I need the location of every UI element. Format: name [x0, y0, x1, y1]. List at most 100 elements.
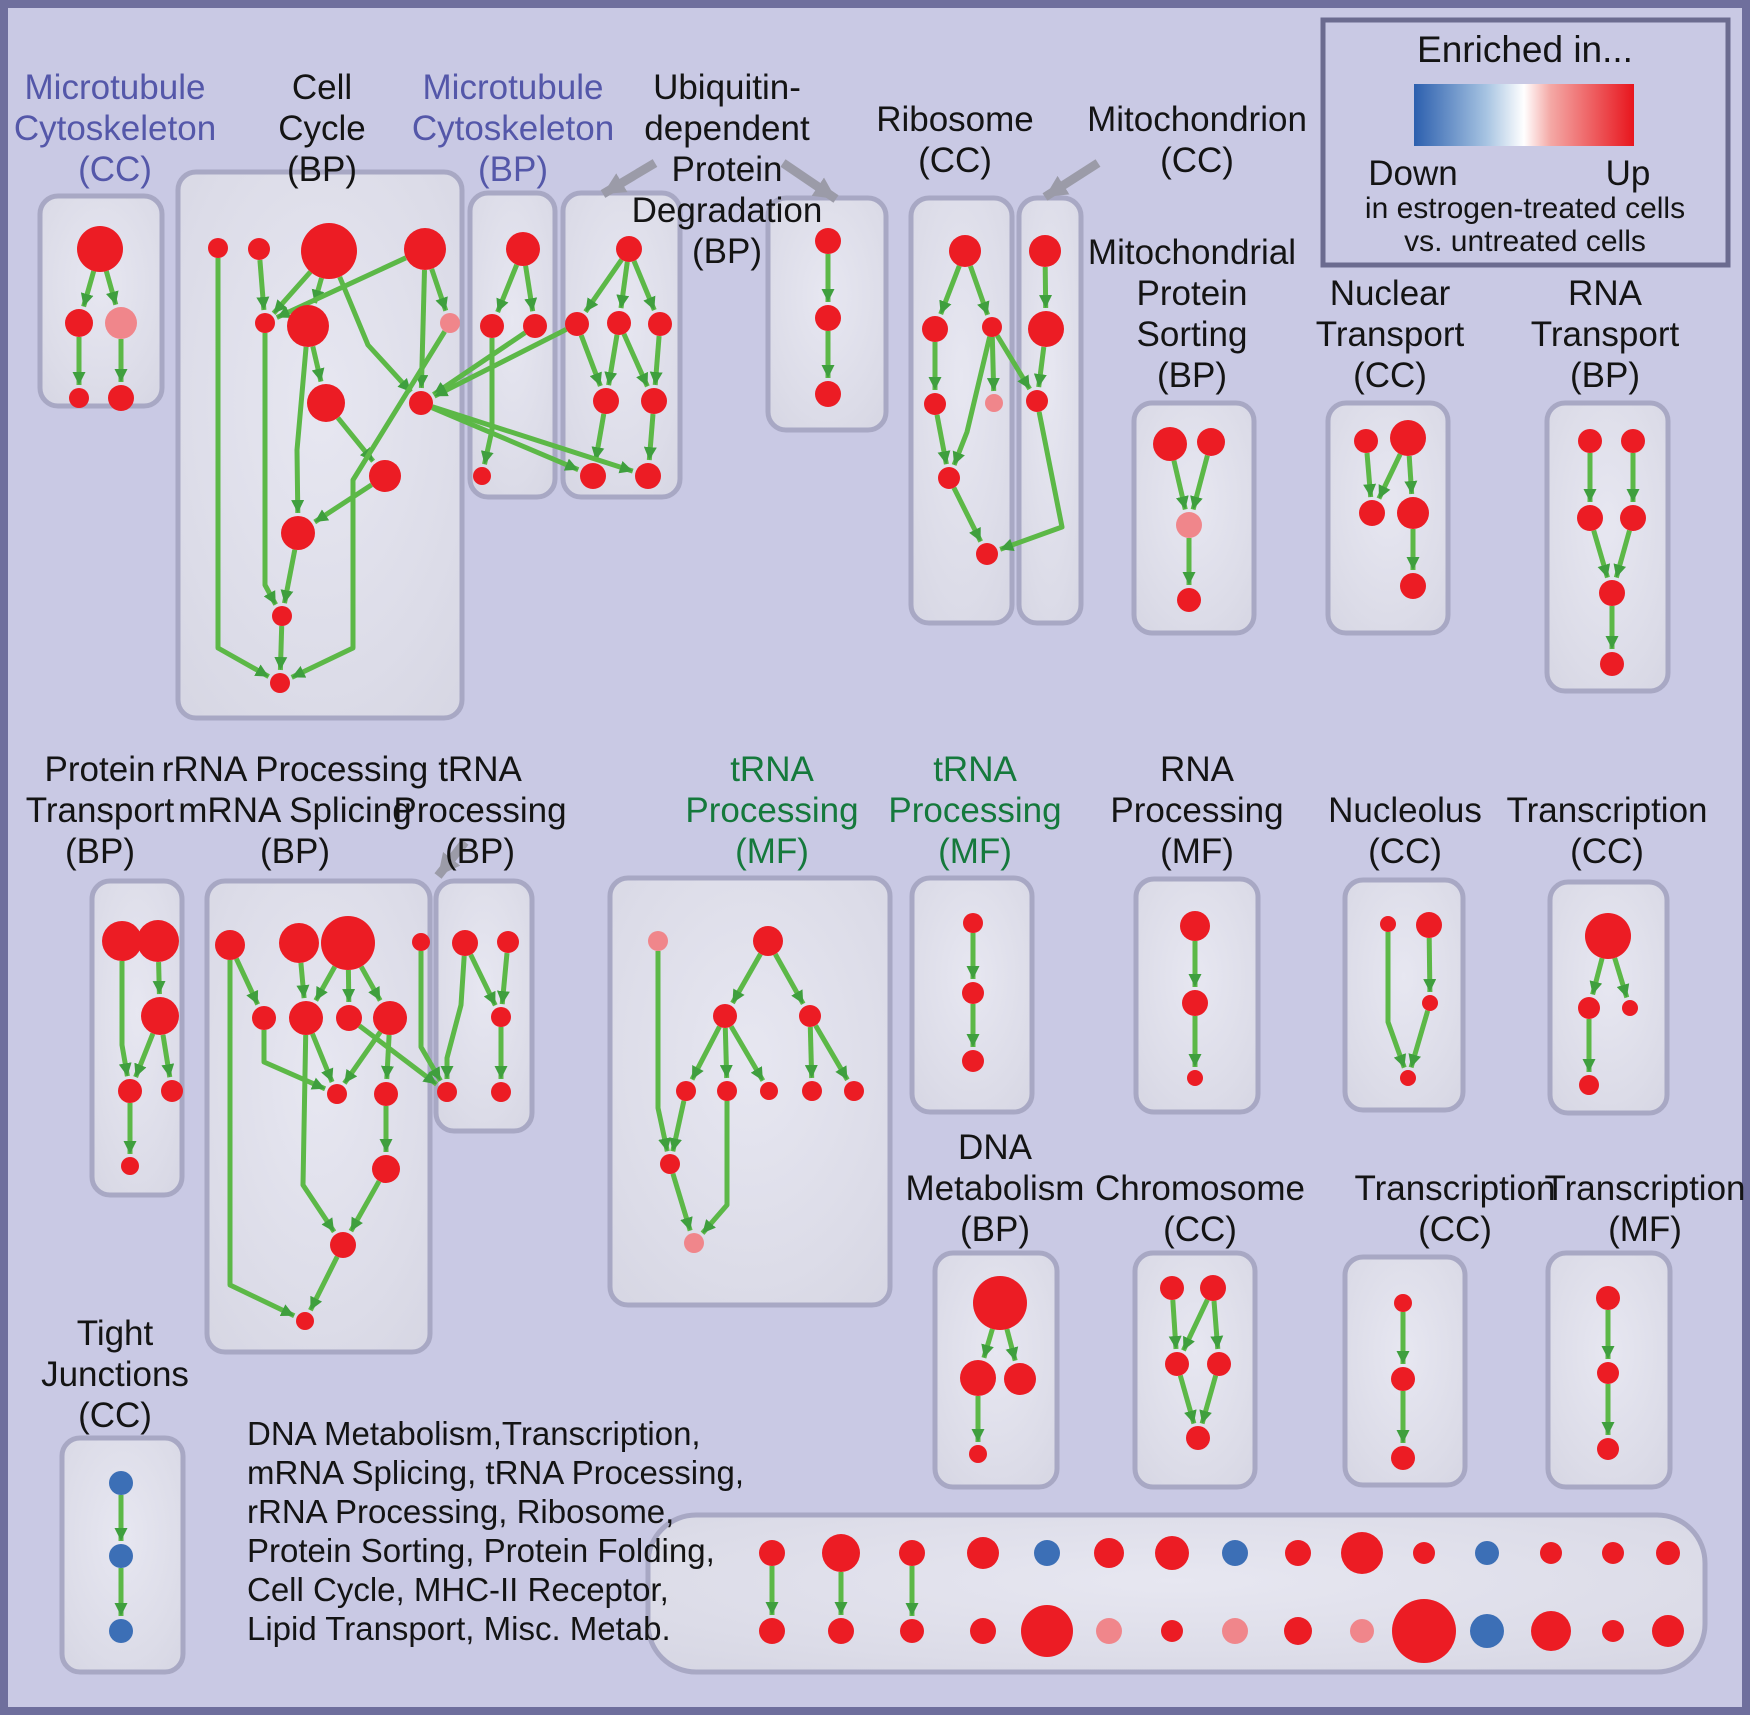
- node: [252, 1006, 276, 1030]
- edge: [348, 1179, 382, 1233]
- edge: [1004, 1328, 1019, 1362]
- legend-down-label: Down: [1368, 154, 1457, 193]
- node: [270, 673, 290, 693]
- node: [65, 309, 93, 337]
- edge: [728, 1025, 766, 1082]
- node: [1391, 1367, 1415, 1391]
- cluster-label-chr_cc: Chromosome: [1095, 1169, 1305, 1208]
- cluster-label-ub_bp1: Ubiquitin-: [653, 68, 801, 107]
- edge: [616, 261, 630, 309]
- node: [491, 1082, 511, 1102]
- edge: [280, 549, 298, 604]
- edge: [968, 265, 990, 316]
- node: [1029, 235, 1061, 267]
- node: [1577, 505, 1603, 531]
- edge: [291, 346, 309, 514]
- layer-edges: [72, 254, 1640, 1616]
- edge: [689, 1025, 722, 1081]
- edge: [951, 336, 993, 466]
- misc-category-text: Cell Cycle, MHC-II Receptor,: [247, 1571, 669, 1608]
- cluster-label-mt_bp: Microtubule: [423, 68, 604, 107]
- node: [1176, 512, 1202, 538]
- node: [1602, 1542, 1624, 1564]
- edge: [274, 625, 288, 671]
- node: [962, 982, 984, 1004]
- edge: [1363, 452, 1377, 498]
- cluster-label-trna_bp: tRNA: [438, 750, 522, 789]
- edge: [938, 264, 962, 316]
- edge: [418, 951, 443, 1082]
- node: [717, 1081, 737, 1101]
- node: [105, 307, 137, 339]
- cluster-label-trna_mf1: (MF): [735, 832, 809, 871]
- edge: [103, 270, 119, 306]
- node: [307, 384, 345, 422]
- legend-subtitle-line2: vs. untreated cells: [1404, 225, 1646, 258]
- node: [1177, 588, 1201, 612]
- node: [321, 916, 375, 970]
- node: [440, 313, 460, 333]
- node: [506, 232, 540, 266]
- edge: [995, 334, 1032, 391]
- edge: [655, 951, 671, 1152]
- node: [1155, 1536, 1189, 1570]
- edge: [1210, 1300, 1224, 1350]
- edge: [310, 345, 325, 383]
- edge: [152, 961, 166, 995]
- node: [1359, 500, 1385, 526]
- node: [1380, 916, 1396, 932]
- cluster-label-rnap_mf: (MF): [1160, 832, 1234, 871]
- edge: [669, 1100, 687, 1152]
- node: [255, 313, 275, 333]
- edge: [804, 1026, 818, 1079]
- cluster-label-mps_bp: Sorting: [1137, 315, 1248, 354]
- edge: [496, 952, 510, 1005]
- node: [1470, 1614, 1504, 1648]
- node: [759, 1540, 785, 1566]
- node: [1222, 1618, 1248, 1644]
- cluster-label-tr_cc2: Transcription: [1355, 1169, 1556, 1208]
- node: [1475, 1541, 1499, 1565]
- cluster-label-mt_bp: Cytoskeleton: [412, 109, 614, 148]
- node: [248, 238, 270, 260]
- node: [676, 1081, 696, 1101]
- node: [1397, 497, 1429, 529]
- node: [373, 1001, 407, 1035]
- cluster-label-trna_mf2: Processing: [888, 791, 1061, 830]
- edge: [342, 1030, 383, 1085]
- edge: [621, 332, 650, 388]
- edge: [523, 265, 538, 312]
- cluster-label-tj_cc: (CC): [78, 1396, 152, 1435]
- node: [1180, 911, 1210, 941]
- node: [963, 913, 983, 933]
- node: [1416, 912, 1442, 938]
- cluster-label-nt_cc: Transport: [1316, 315, 1465, 354]
- cluster-label-ub_bp1: (BP): [692, 232, 762, 271]
- node: [208, 238, 228, 258]
- node: [480, 314, 504, 338]
- cluster-label-nt_cc: Nuclear: [1330, 274, 1451, 313]
- node: [1413, 1542, 1435, 1564]
- edge: [981, 1328, 995, 1359]
- node: [949, 235, 981, 267]
- cluster-box-nt_cc: [1325, 400, 1451, 636]
- cluster-label-tj_cc: Tight: [77, 1314, 154, 1353]
- node: [1391, 1446, 1415, 1470]
- node: [982, 317, 1002, 337]
- edge: [431, 405, 580, 473]
- node: [962, 1050, 984, 1072]
- edge: [433, 327, 568, 399]
- edge: [1033, 346, 1047, 388]
- node: [109, 1619, 133, 1643]
- edge: [986, 336, 1000, 392]
- node: [616, 236, 642, 262]
- edge: [1168, 1299, 1182, 1350]
- edge: [1385, 932, 1407, 1069]
- edge: [1404, 455, 1418, 495]
- node: [1585, 913, 1631, 959]
- edge: [432, 330, 527, 397]
- edge: [1591, 529, 1611, 579]
- edge: [160, 1034, 175, 1078]
- node: [1207, 1352, 1231, 1376]
